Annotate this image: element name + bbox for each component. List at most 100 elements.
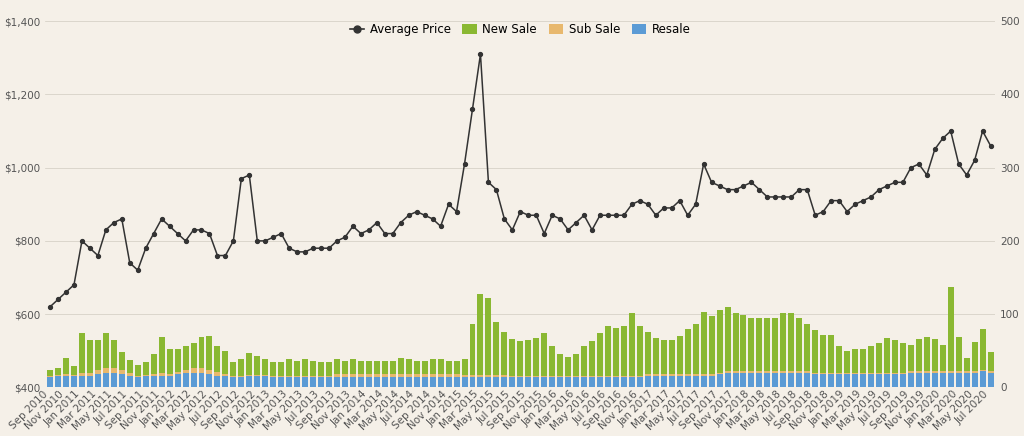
Bar xyxy=(485,377,492,387)
Bar xyxy=(79,375,85,387)
Bar xyxy=(102,333,109,368)
Bar xyxy=(772,371,778,373)
Bar xyxy=(892,374,898,387)
Bar xyxy=(254,375,260,376)
Bar xyxy=(732,373,738,387)
Bar xyxy=(669,340,675,374)
Bar xyxy=(477,377,483,387)
Bar xyxy=(247,353,252,375)
Bar xyxy=(302,377,308,387)
Bar xyxy=(797,318,802,371)
Bar xyxy=(876,374,882,387)
Bar xyxy=(190,373,197,387)
Bar xyxy=(525,375,531,377)
Bar xyxy=(159,375,165,387)
Bar xyxy=(390,361,395,374)
Bar xyxy=(660,375,667,387)
Bar xyxy=(79,333,85,373)
Bar xyxy=(837,373,842,374)
Bar xyxy=(924,337,930,371)
Bar xyxy=(358,377,364,387)
Bar xyxy=(908,371,913,373)
Bar xyxy=(247,376,252,387)
Bar xyxy=(326,362,332,375)
Bar xyxy=(780,313,786,371)
Bar xyxy=(589,341,595,375)
Bar xyxy=(749,371,755,373)
Bar xyxy=(167,374,173,375)
Bar xyxy=(87,373,93,375)
Bar xyxy=(87,375,93,387)
Bar xyxy=(430,360,435,374)
Bar xyxy=(502,332,507,375)
Bar xyxy=(199,337,205,368)
Bar xyxy=(111,341,117,368)
Bar xyxy=(955,371,962,373)
Bar xyxy=(581,346,587,375)
Bar xyxy=(406,374,412,377)
Bar xyxy=(182,370,188,373)
Bar xyxy=(127,375,133,387)
Bar xyxy=(502,377,507,387)
Bar xyxy=(677,375,683,387)
Bar xyxy=(860,373,866,374)
Bar xyxy=(135,377,140,387)
Bar xyxy=(573,354,580,375)
Bar xyxy=(757,373,763,387)
Bar xyxy=(262,376,268,387)
Bar xyxy=(685,375,690,387)
Bar xyxy=(262,359,268,375)
Bar xyxy=(725,373,730,387)
Bar xyxy=(924,373,930,387)
Bar xyxy=(477,375,483,377)
Bar xyxy=(581,375,587,377)
Bar xyxy=(732,371,738,373)
Bar xyxy=(502,375,507,377)
Bar xyxy=(788,371,795,373)
Bar xyxy=(270,375,276,377)
Bar xyxy=(804,324,810,371)
Bar xyxy=(199,373,205,387)
Average Price xyxy=(857,198,869,203)
Bar xyxy=(494,322,500,375)
Bar xyxy=(837,346,842,373)
Bar xyxy=(318,377,324,387)
Bar xyxy=(47,376,53,377)
Bar xyxy=(605,377,611,387)
Bar xyxy=(692,324,698,374)
Bar xyxy=(860,349,866,373)
Bar xyxy=(294,361,300,375)
Bar xyxy=(175,374,180,387)
Bar xyxy=(525,341,531,375)
Bar xyxy=(876,344,882,373)
Bar xyxy=(175,372,180,374)
Bar xyxy=(868,346,874,373)
Bar xyxy=(414,374,420,377)
Bar xyxy=(374,361,380,374)
Bar xyxy=(964,371,970,373)
Bar xyxy=(182,373,188,387)
Bar xyxy=(350,377,356,387)
Bar xyxy=(542,377,547,387)
Bar xyxy=(207,370,212,374)
Bar xyxy=(987,352,993,371)
Bar xyxy=(127,360,133,373)
Bar xyxy=(111,368,117,373)
Bar xyxy=(700,374,707,375)
Bar xyxy=(740,371,746,373)
Bar xyxy=(732,313,738,371)
Bar xyxy=(286,375,292,377)
Bar xyxy=(621,377,627,387)
Bar xyxy=(645,332,651,374)
Bar xyxy=(892,373,898,374)
Bar xyxy=(669,374,675,375)
Bar xyxy=(772,373,778,387)
Bar xyxy=(294,377,300,387)
Bar xyxy=(454,361,460,374)
Bar xyxy=(725,371,730,373)
Bar xyxy=(254,376,260,387)
Bar xyxy=(677,374,683,375)
Bar xyxy=(932,371,938,373)
Bar xyxy=(279,375,285,377)
Bar xyxy=(605,375,611,377)
